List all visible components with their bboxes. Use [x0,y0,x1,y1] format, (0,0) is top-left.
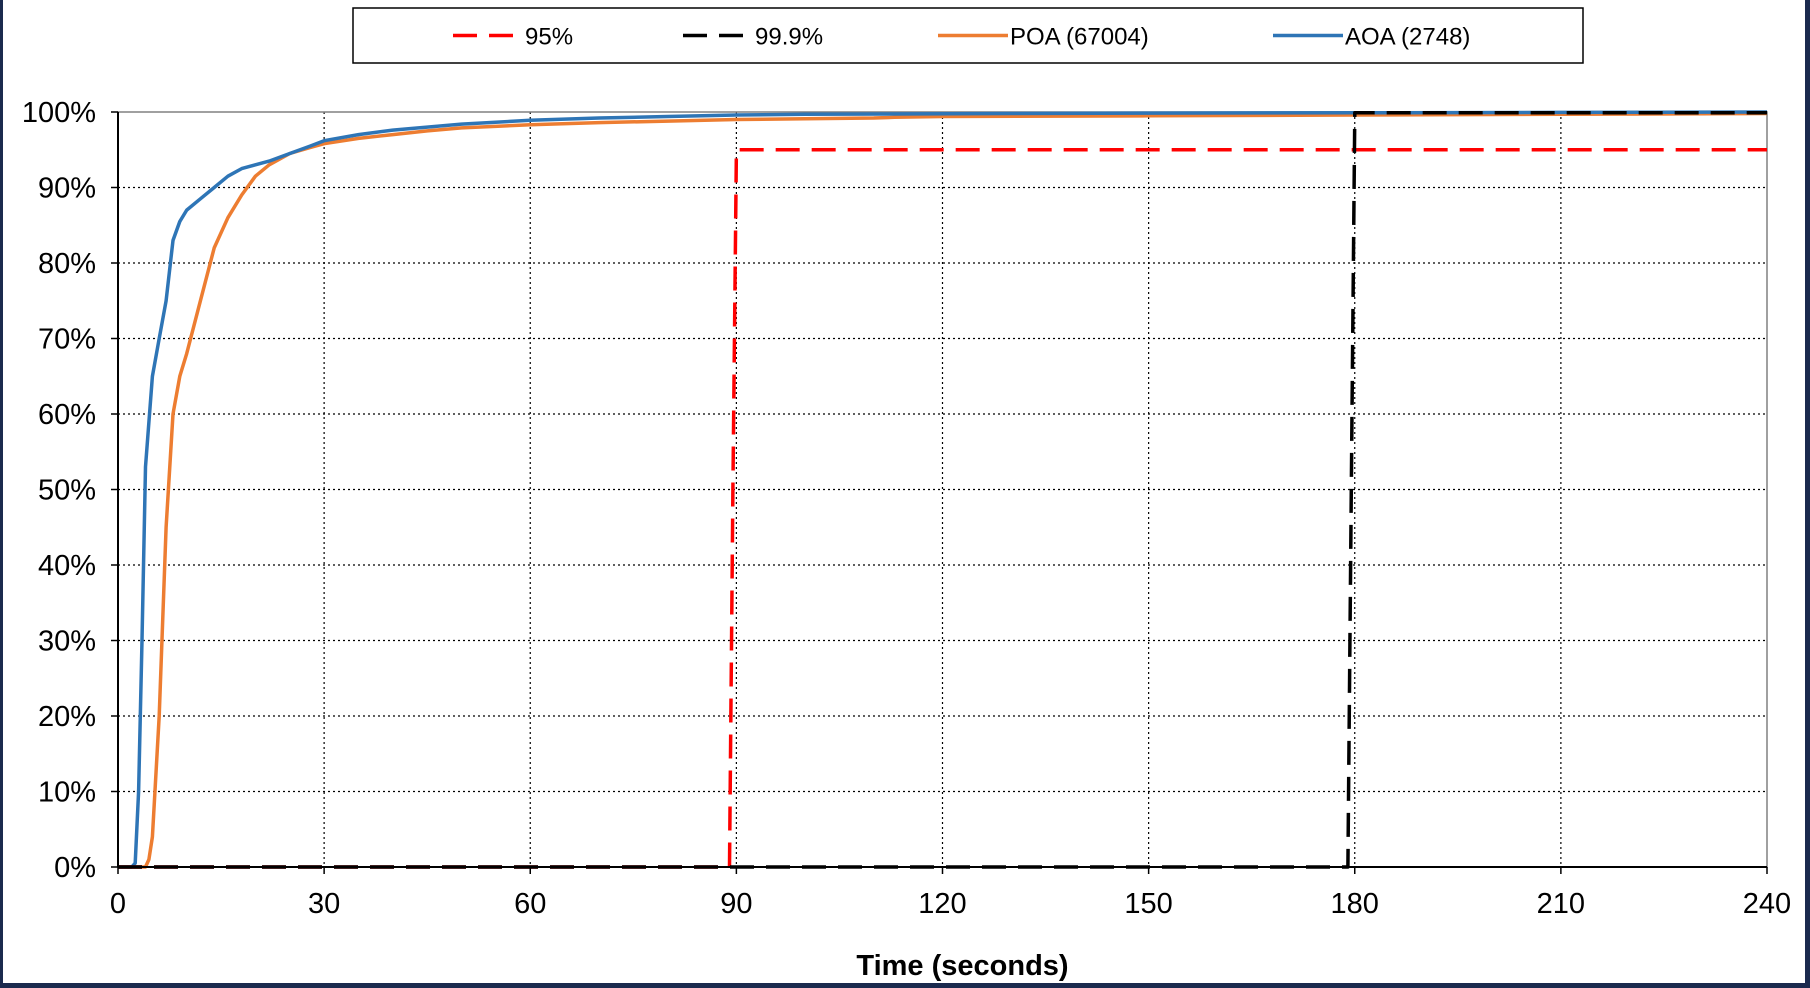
x-tick-label: 30 [308,888,340,920]
y-tick-label: 100% [22,97,96,129]
x-tick-label: 60 [514,888,546,920]
y-tick-label: 0% [54,852,96,884]
legend-label: 99.9% [755,24,823,51]
x-tick-label: 240 [1743,888,1791,920]
x-tick-label: 210 [1537,888,1585,920]
x-tick-label: 180 [1331,888,1379,920]
y-tick-label: 30% [38,626,96,658]
x-tick-label: 0 [110,888,126,920]
legend-label: 95% [525,24,573,51]
chart-svg: 0% 10% 20% 30% 40% 50% 60% 70% 80% 90% 100% 0 30 60 90… [22,7,1791,982]
series-line-poa-67004 [118,111,1768,869]
legend-label: POA (67004) [1010,24,1149,51]
y-tick-label: 80% [38,248,96,280]
y-tick-label: 10% [38,777,96,809]
y-tick-label: 40% [38,550,96,582]
y-tick-label: 70% [38,324,96,356]
series-line-99-9 [118,111,1767,869]
legend-label: AOA (2748) [1345,24,1470,51]
y-tick-label: 50% [38,475,96,507]
y-tick-label: 90% [38,173,96,205]
x-axis-title: Time (seconds) [856,950,1068,982]
chart-frame: 0% 10% 20% 30% 40% 50% 60% 70% 80% 90% 100% 0 30 60 90… [3,0,1805,983]
x-tick-label: 150 [1124,888,1172,920]
y-tick-label: 60% [38,399,96,431]
series-line-aoa-2748 [118,110,1768,869]
legend: 95% 99.9% POA (67004) AOA (2748) [352,7,1584,64]
axis-layer: 0% 10% 20% 30% 40% 50% 60% 70% 80% 90% 100% 0 30 60 90… [22,97,1791,920]
grid-layer [118,112,1767,867]
x-tick-label: 90 [720,888,752,920]
x-tick-label: 120 [918,888,966,920]
y-tick-label: 20% [38,701,96,733]
